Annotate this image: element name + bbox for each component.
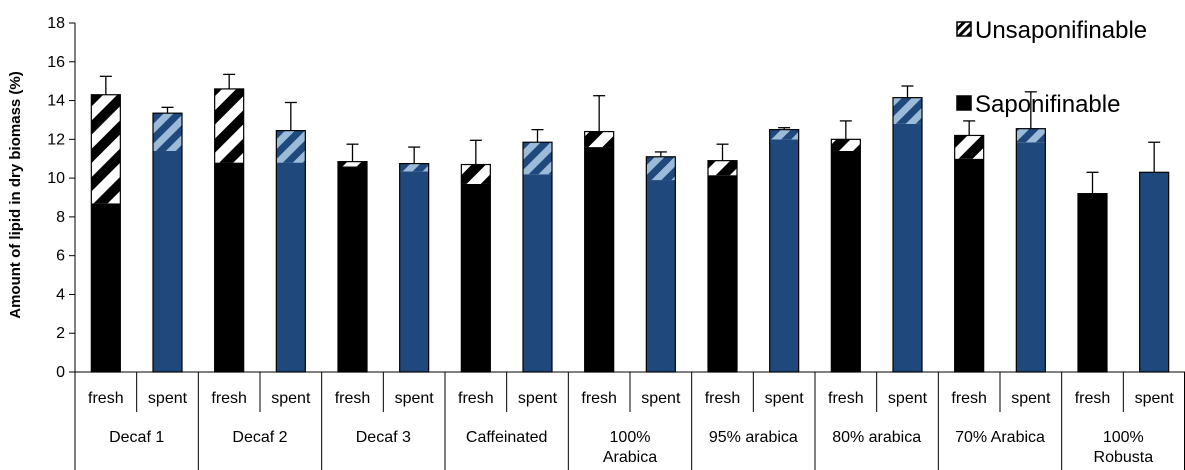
x-sub-label-spent: spent xyxy=(888,390,928,407)
bar-unsaponifinable-spent-2 xyxy=(276,130,306,163)
bar-unsaponifinable-spent-7 xyxy=(893,97,922,124)
legend-label-saponifinable: Saponifinable xyxy=(975,91,1120,118)
y-tick-label: 8 xyxy=(56,209,65,226)
y-tick-label: 14 xyxy=(47,93,65,110)
y-tick-label: 6 xyxy=(56,248,65,265)
bar-unsaponifinable-fresh-5 xyxy=(584,131,614,148)
x-sub-label-spent: spent xyxy=(395,390,435,407)
y-axis-label: Amount of lipid in dry biomass (%) xyxy=(7,71,24,319)
bar-saponifinable-spent-5 xyxy=(646,180,676,372)
bar-saponifinable-fresh-8 xyxy=(954,158,984,372)
bar-unsaponifinable-fresh-3 xyxy=(338,161,367,167)
bar-saponifinable-spent-9 xyxy=(1139,172,1169,372)
x-sub-label-fresh: fresh xyxy=(951,390,987,407)
bar-unsaponifinable-fresh-7 xyxy=(831,139,861,151)
bar-unsaponifinable-spent-5 xyxy=(646,156,676,181)
x-group-label: Decaf 3 xyxy=(356,429,411,446)
bar-unsaponifinable-fresh-2 xyxy=(214,88,244,163)
x-sub-label-spent: spent xyxy=(1011,390,1051,407)
y-tick-label: 0 xyxy=(56,364,65,381)
bar-saponifinable-fresh-5 xyxy=(584,147,614,372)
bar-unsaponifinable-fresh-4 xyxy=(461,164,491,184)
x-sub-label-spent: spent xyxy=(641,390,681,407)
x-group-label: Caffeinated xyxy=(466,429,548,446)
x-sub-label-fresh: fresh xyxy=(88,390,124,407)
y-tick-label: 16 xyxy=(47,54,65,71)
x-sub-label-spent: spent xyxy=(765,390,805,407)
x-sub-label-fresh: fresh xyxy=(211,390,247,407)
legend: Unsaponifinable Saponifinable xyxy=(956,17,1147,118)
bar-unsaponifinable-spent-8 xyxy=(1016,128,1046,143)
bar-unsaponifinable-spent-1 xyxy=(153,113,182,151)
bar-saponifinable-spent-6 xyxy=(769,139,799,372)
legend-swatch-unsaponifinable xyxy=(956,21,972,37)
bar-saponifinable-spent-7 xyxy=(893,123,922,372)
bar-saponifinable-spent-2 xyxy=(276,162,306,372)
bar-unsaponifinable-fresh-8 xyxy=(954,135,984,159)
x-group-label: 95% arabica xyxy=(709,429,798,446)
x-sub-label-fresh: fresh xyxy=(581,390,617,407)
y-tick-label: 4 xyxy=(56,286,65,303)
legend-swatch-saponifinable xyxy=(956,95,972,111)
y-tick-label: 2 xyxy=(56,325,65,342)
bar-saponifinable-fresh-3 xyxy=(338,166,367,372)
x-sub-label-spent: spent xyxy=(271,390,311,407)
x-group-label: 80% arabica xyxy=(832,429,921,446)
legend-entry-saponifinable: Saponifinable xyxy=(956,91,1120,118)
x-group-label: 100% xyxy=(610,429,651,446)
legend-label-unsaponifinable: Unsaponifinable xyxy=(975,17,1147,44)
bar-saponifinable-fresh-6 xyxy=(708,175,737,372)
x-group-label: Decaf 2 xyxy=(232,429,287,446)
bar-unsaponifinable-fresh-1 xyxy=(91,94,121,204)
legend-entry-unsaponifinable: Unsaponifinable xyxy=(956,17,1147,44)
x-sub-label-spent: spent xyxy=(148,390,188,407)
bar-saponifinable-spent-1 xyxy=(153,150,182,372)
x-sub-label-fresh: fresh xyxy=(458,390,494,407)
x-axis: fresh spent Decaf 1 fresh spent Decaf 2 fresh s… xyxy=(74,371,1185,470)
x-sub-label-spent: spent xyxy=(518,390,558,407)
x-sub-label-fresh: fresh xyxy=(705,390,741,407)
bar-saponifinable-fresh-1 xyxy=(91,203,121,372)
x-sub-label-fresh: fresh xyxy=(335,390,371,407)
bar-saponifinable-spent-8 xyxy=(1016,142,1046,372)
x-group-label: 100% xyxy=(1103,429,1144,446)
bar-saponifinable-spent-3 xyxy=(399,171,429,372)
bar-unsaponifinable-fresh-6 xyxy=(708,160,737,176)
x-sub-label-fresh: fresh xyxy=(1075,390,1111,407)
x-group-label: Decaf 1 xyxy=(109,429,164,446)
bar-unsaponifinable-spent-3 xyxy=(399,163,429,172)
x-group-label: Arabica xyxy=(603,449,657,466)
bar-unsaponifinable-spent-4 xyxy=(523,142,552,175)
y-tick-label: 12 xyxy=(47,131,65,148)
bars-layer xyxy=(90,73,1170,373)
x-sub-label-fresh: fresh xyxy=(828,390,864,407)
y-tick-label: 18 xyxy=(47,15,65,32)
x-group-label: Robusta xyxy=(1094,449,1154,466)
bar-saponifinable-fresh-4 xyxy=(461,183,491,372)
bar-saponifinable-fresh-9 xyxy=(1078,193,1107,372)
y-axis: 0 2 4 6 8 10 12 14 16 18 xyxy=(47,15,76,381)
bar-unsaponifinable-spent-6 xyxy=(769,129,799,140)
bar-saponifinable-spent-4 xyxy=(523,174,552,372)
y-tick-label: 10 xyxy=(47,170,65,187)
x-sub-label-spent: spent xyxy=(1135,390,1175,407)
bar-saponifinable-fresh-7 xyxy=(831,150,861,372)
bar-saponifinable-fresh-2 xyxy=(214,162,244,372)
x-group-label: 70% Arabica xyxy=(955,429,1045,446)
